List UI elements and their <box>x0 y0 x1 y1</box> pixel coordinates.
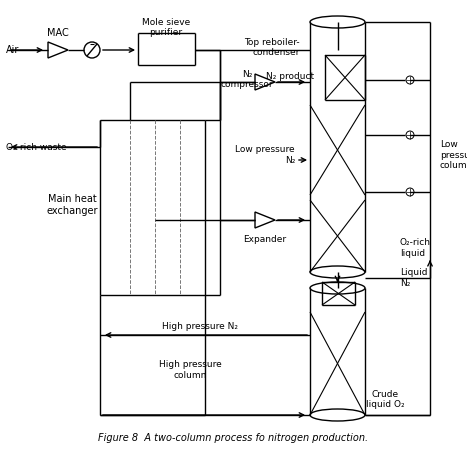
Text: Liquid
N₂: Liquid N₂ <box>400 268 427 288</box>
Text: Expander: Expander <box>243 235 287 244</box>
Text: High pressure N₂: High pressure N₂ <box>162 322 238 331</box>
Text: Air: Air <box>6 45 19 55</box>
Text: Figure 8  A two-column process fo nitrogen production.: Figure 8 A two-column process fo nitroge… <box>98 433 368 443</box>
Text: Mole sieve
purifier: Mole sieve purifier <box>142 18 190 37</box>
Text: Crude
liquid O₂: Crude liquid O₂ <box>366 390 404 410</box>
Text: Main heat
exchanger: Main heat exchanger <box>46 194 98 216</box>
Text: MAC: MAC <box>47 28 69 38</box>
Text: Low pressure
N₂: Low pressure N₂ <box>235 145 295 165</box>
Text: O₂-rich waste: O₂-rich waste <box>6 143 67 152</box>
Text: Low
pressure
column: Low pressure column <box>440 140 467 170</box>
Text: High pressure
column: High pressure column <box>159 360 221 380</box>
Text: O₂-rich
liquid: O₂-rich liquid <box>400 238 431 258</box>
Text: N₂
compressor: N₂ compressor <box>221 70 273 89</box>
Text: N₂ product: N₂ product <box>266 72 314 81</box>
Text: Top reboiler-
condenser: Top reboiler- condenser <box>244 38 300 57</box>
